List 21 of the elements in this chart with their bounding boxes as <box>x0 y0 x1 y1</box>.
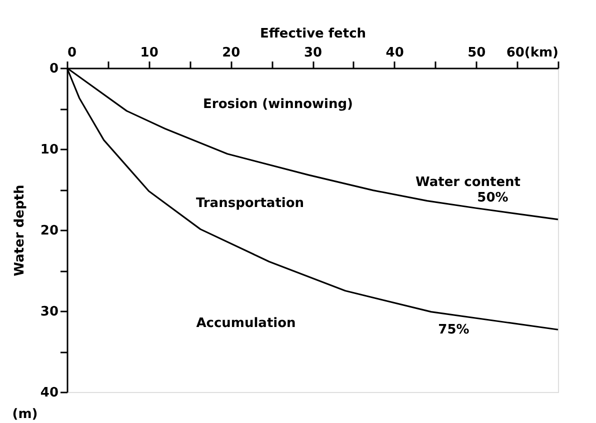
annotation: Water content <box>415 175 521 190</box>
x-axis-title: Effective fetch <box>260 26 366 42</box>
annotation: Erosion (winnowing) <box>203 97 353 112</box>
annotation: Accumulation <box>196 316 296 331</box>
x-tick-label: 20 <box>222 46 240 60</box>
annotation: Transportation <box>196 196 304 211</box>
y-tick-label: 20 <box>40 224 58 238</box>
y-tick-label: 10 <box>40 142 58 158</box>
y-tick-label: 30 <box>40 304 58 320</box>
x-tick-label: 30 <box>304 46 322 60</box>
series-label: 50% <box>477 190 508 206</box>
text: (m) <box>12 407 38 422</box>
x-tick-label: 50 <box>468 46 486 60</box>
x-tick-label: 40 <box>386 46 404 60</box>
x-tick-label: 0 <box>68 46 77 60</box>
x-tick-label: 60(km) <box>506 46 558 60</box>
series-label: 75% <box>438 322 470 338</box>
y-tick-label: 0 <box>49 62 58 76</box>
y-axis-title: Water depth <box>12 184 28 276</box>
x-tick-label: 10 <box>140 46 158 60</box>
y-tick-label: 40 <box>40 386 58 400</box>
